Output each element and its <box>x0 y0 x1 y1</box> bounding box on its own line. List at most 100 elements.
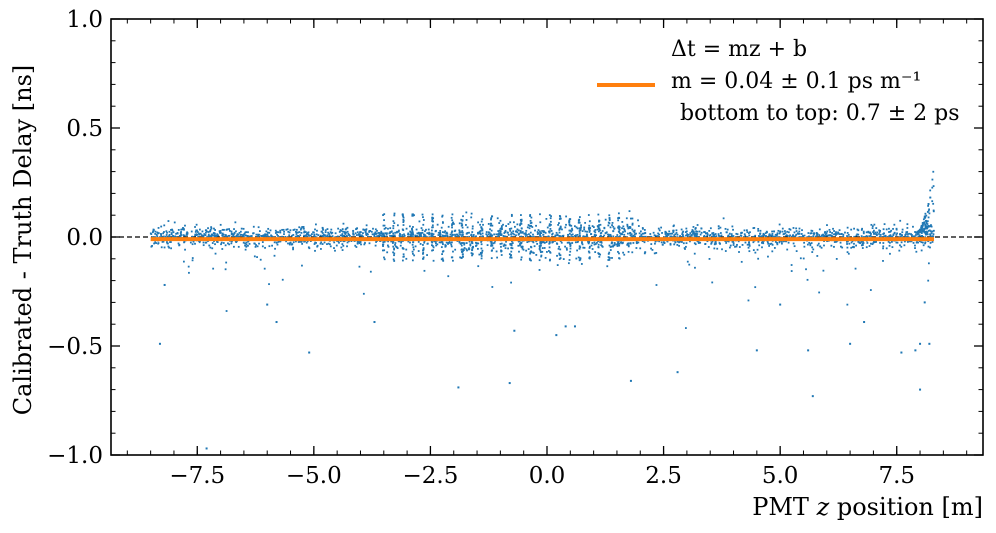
data-point <box>559 227 562 230</box>
data-point <box>226 228 229 231</box>
data-point <box>812 235 814 238</box>
data-point <box>380 232 383 235</box>
data-point <box>896 241 899 244</box>
data-point <box>225 261 228 264</box>
data-point <box>927 279 930 282</box>
data-point <box>327 242 330 245</box>
data-point <box>437 231 440 234</box>
data-point <box>927 225 930 228</box>
data-point <box>566 241 569 244</box>
data-point <box>403 233 405 236</box>
data-point <box>776 232 779 235</box>
data-point <box>485 233 488 236</box>
data-point <box>879 233 882 236</box>
data-point <box>422 233 425 236</box>
data-point <box>627 227 630 230</box>
data-point <box>510 213 513 216</box>
data-point <box>717 227 720 230</box>
data-point <box>237 233 239 236</box>
data-point <box>833 233 835 236</box>
data-point <box>771 234 773 237</box>
data-point <box>846 226 849 229</box>
data-point <box>558 231 561 234</box>
data-point <box>876 231 879 234</box>
data-point <box>261 245 264 248</box>
data-point <box>459 233 461 236</box>
data-point <box>496 256 499 259</box>
data-point <box>511 247 514 250</box>
data-point <box>773 230 776 233</box>
data-point <box>453 230 456 233</box>
data-point <box>700 227 703 230</box>
data-point <box>749 231 751 234</box>
data-point <box>608 244 611 247</box>
data-point <box>423 234 426 236</box>
data-point <box>225 235 228 238</box>
data-point <box>528 225 531 227</box>
data-point <box>485 231 488 233</box>
data-point <box>761 235 763 238</box>
data-point <box>422 247 425 250</box>
data-point <box>221 228 224 231</box>
data-point <box>927 205 930 207</box>
data-point <box>210 227 213 230</box>
data-point <box>787 241 790 244</box>
data-point <box>175 232 177 235</box>
data-point <box>924 242 926 245</box>
data-point <box>436 223 439 226</box>
data-point <box>629 227 632 229</box>
data-point <box>534 229 536 232</box>
data-point <box>548 241 551 244</box>
data-point <box>713 233 716 236</box>
data-point <box>422 223 425 226</box>
data-point <box>584 235 587 238</box>
data-point <box>160 246 163 249</box>
data-point <box>660 241 663 244</box>
data-point <box>621 233 624 236</box>
data-point <box>617 219 620 222</box>
data-point <box>181 228 184 231</box>
legend-fit-equation: Δt = mz + b <box>671 37 807 62</box>
data-point <box>558 235 561 238</box>
data-point <box>150 245 153 248</box>
x-axis-label-suffix: position [m] <box>829 493 983 521</box>
data-point <box>643 235 645 238</box>
data-point <box>762 232 765 235</box>
data-point <box>708 229 711 232</box>
data-point <box>439 233 442 236</box>
data-point <box>460 256 463 259</box>
data-point <box>499 219 502 222</box>
data-point <box>900 234 903 236</box>
data-point <box>273 254 276 257</box>
data-point <box>769 234 772 237</box>
data-point <box>300 227 303 230</box>
data-point <box>757 240 760 243</box>
data-point <box>487 223 490 225</box>
data-point <box>776 243 779 246</box>
data-point <box>911 235 914 238</box>
data-point <box>175 236 178 239</box>
data-point <box>706 233 709 236</box>
data-point <box>154 230 157 233</box>
data-point <box>417 240 420 243</box>
data-point <box>365 233 367 235</box>
data-point <box>824 234 827 236</box>
data-point <box>297 236 300 239</box>
data-point <box>211 247 214 250</box>
data-point <box>223 228 225 231</box>
data-point <box>210 226 213 229</box>
data-point <box>444 234 447 237</box>
data-point <box>744 241 747 244</box>
data-point <box>504 244 507 247</box>
data-point <box>649 233 652 235</box>
data-point <box>393 212 396 215</box>
data-point <box>316 244 319 247</box>
data-point <box>439 234 442 237</box>
data-point <box>868 235 871 238</box>
data-point <box>885 247 888 250</box>
data-point <box>559 217 562 220</box>
data-point <box>378 234 380 237</box>
data-point <box>447 243 449 245</box>
data-point <box>285 240 287 243</box>
data-point <box>412 246 415 249</box>
